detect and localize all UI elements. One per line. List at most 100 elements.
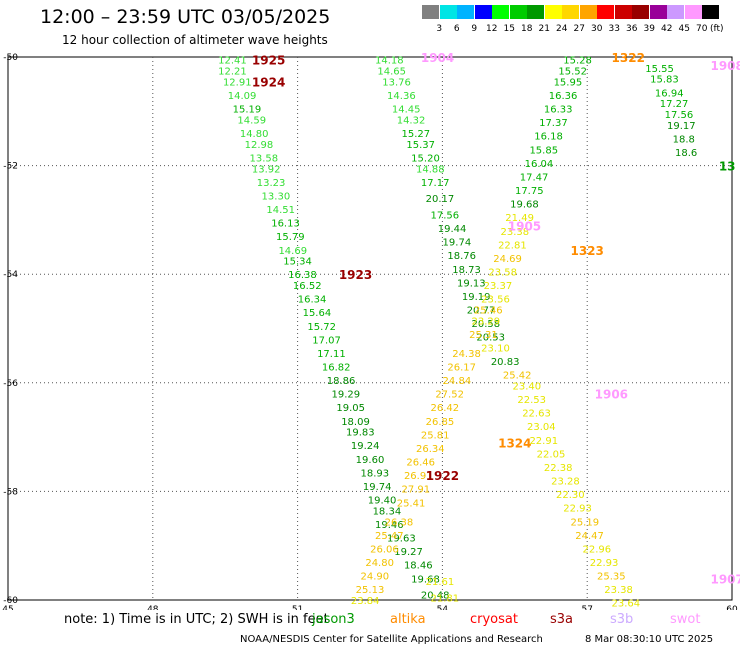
x-tick-label: 60 (726, 605, 738, 610)
wave-height-value: 14.80 (240, 129, 269, 140)
wave-height-value: 19.74 (363, 482, 392, 493)
wave-height-value: 25.47 (375, 531, 404, 542)
wave-height-value: 26.17 (447, 363, 476, 374)
pass-number-label: 1923 (339, 268, 372, 282)
color-swatch (527, 5, 544, 19)
wave-height-value: 14.18 (375, 56, 404, 67)
color-scale-label: 45 (678, 24, 690, 34)
wave-height-value: 19.29 (332, 390, 361, 401)
pass-number-label: 1908 (710, 59, 740, 73)
wave-height-value: 20.58 (472, 319, 501, 330)
pass-number-label: 13 (719, 160, 736, 174)
wave-height-value: 19.68 (510, 200, 539, 211)
wave-height-value: 24.47 (575, 531, 604, 542)
wave-height-value: 16.34 (298, 295, 327, 306)
wave-height-value: 19.44 (438, 224, 467, 235)
wave-height-value: 23.58 (488, 267, 517, 278)
pass-number-label: 1925 (252, 54, 285, 68)
wave-height-value: 16.52 (293, 281, 322, 292)
color-swatch (702, 5, 719, 19)
wave-height-value: 13.23 (257, 178, 286, 189)
plot-frame (7, 56, 733, 601)
wave-height-value: 20.83 (491, 357, 520, 368)
wave-height-value: 16.38 (288, 270, 317, 281)
x-tick-label: 48 (147, 605, 159, 610)
mission-jason3: jason3 (312, 612, 355, 627)
wave-height-value: 13.58 (249, 153, 278, 164)
color-scale-label: 39 (643, 24, 655, 34)
wave-height-value: 14.51 (266, 205, 295, 216)
color-swatch (649, 5, 667, 19)
wave-height-value: 23.37 (484, 281, 513, 292)
wave-height-value: 16.33 (544, 105, 573, 116)
wave-height-value: 23.64 (611, 599, 640, 610)
wave-height-value: 14.45 (392, 105, 421, 116)
color-scale-label: 3 (436, 24, 443, 34)
pass-number-label: 1904 (421, 51, 454, 65)
wave-height-value: 16.18 (534, 132, 563, 143)
wave-height-value: 25.81 (421, 430, 450, 441)
color-swatch (544, 5, 562, 19)
wave-height-plot: 45 48 51 54 57 60 -50 -52 -54 -56 -58 -60 12.4112.21… (2, 51, 740, 610)
color-scale-label: 33 (608, 24, 620, 34)
wave-height-value: 19.17 (667, 121, 696, 132)
y-tick-label: -52 (3, 162, 18, 172)
wave-height-value: 14.36 (387, 91, 416, 102)
wave-height-value: 22.05 (537, 449, 566, 460)
wave-height-value: 22.63 (522, 409, 551, 420)
wave-height-value: 20.17 (426, 194, 455, 205)
pass-number-label: 1906 (595, 388, 628, 402)
color-scale-label: 18 (521, 24, 533, 34)
pass-number-label: 1922 (426, 469, 459, 483)
wave-height-value: 18.86 (327, 376, 356, 387)
wave-height-value: 19.40 (368, 496, 397, 507)
wave-height-value: 15.20 (411, 153, 440, 164)
wave-height-value: 19.05 (336, 403, 365, 414)
wave-height-value: 15.64 (303, 308, 332, 319)
wave-height-value: 12.98 (245, 140, 274, 151)
wave-height-value: 19.27 (394, 547, 423, 558)
mission-altika: altika (390, 612, 426, 627)
wave-height-value: 23.28 (551, 477, 580, 488)
wave-height-value: 14.09 (228, 91, 257, 102)
wave-height-value: 22.30 (556, 490, 585, 501)
pass-number-label: 1323 (570, 244, 603, 258)
wave-height-value: 25.31 (469, 330, 498, 341)
color-scale-label: 70 (696, 24, 708, 34)
wave-height-value: 18.34 (373, 506, 402, 517)
wave-height-value: 23.10 (481, 344, 510, 355)
wave-height-value: 26.06 (370, 544, 399, 555)
wave-height-value: 27.52 (435, 390, 464, 401)
wave-height-value: 23.38 (604, 585, 633, 596)
wave-height-value: 12.91 (223, 77, 252, 88)
wave-height-value: 14.32 (397, 115, 426, 126)
color-swatch (439, 5, 457, 19)
wave-height-value: 25.35 (597, 572, 626, 583)
color-swatch (614, 5, 632, 19)
wave-height-value: 12.21 (218, 67, 247, 78)
color-scale-label: 42 (661, 24, 673, 34)
wave-height-value: 16.04 (525, 159, 554, 170)
color-scale-label: 12 (486, 24, 498, 34)
wave-height-value: 22.91 (529, 436, 558, 447)
wave-height-value: 18.46 (404, 561, 433, 572)
wave-height-value: 26.38 (385, 517, 414, 528)
credit-line: NOAA/NESDIS Center for Satellite Applica… (240, 634, 543, 645)
color-swatch (597, 5, 614, 19)
wave-height-value: 17.11 (317, 349, 346, 360)
color-swatch (492, 5, 509, 19)
wave-height-value: 15.34 (283, 257, 312, 268)
wave-height-value: 24.80 (365, 558, 394, 569)
color-swatch (579, 5, 597, 19)
wave-height-value: 14.65 (377, 67, 406, 78)
wave-height-value: 19.60 (356, 455, 385, 466)
wave-height-value: 15.83 (650, 75, 679, 86)
wave-height-value: 15.19 (233, 105, 262, 116)
color-scale-label: 21 (538, 24, 550, 34)
wave-height-value: 19.83 (346, 428, 375, 439)
color-scale-label: 9 (471, 24, 478, 34)
wave-height-value: 27.91 (402, 485, 431, 496)
wave-height-value: 13.92 (252, 164, 281, 175)
color-scale-label: 6 (453, 24, 460, 34)
wave-height-value: 26.85 (426, 417, 455, 428)
